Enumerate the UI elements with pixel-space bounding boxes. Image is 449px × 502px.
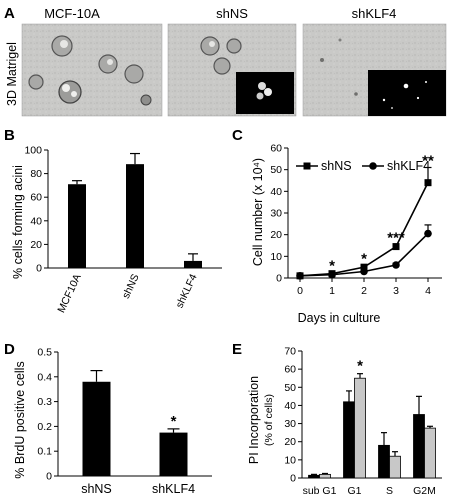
- image-title-shklf4: shKLF4: [352, 6, 397, 21]
- panel-c-ytick-label: 40: [270, 186, 282, 198]
- matrigel-side-label: 3D Matrigel: [5, 42, 19, 106]
- panel-c-xtick-label: 2: [361, 285, 367, 297]
- chart-panel-b: 0 20 40 60 80 100 MCF10A shNS shKLF4: [24, 145, 222, 315]
- panel-b-ytick-label: 100: [24, 145, 42, 157]
- panel-d-ylabel: % BrdU positive cells: [13, 361, 27, 478]
- x-label-shNS: shNS: [81, 482, 112, 496]
- significance-marker: *: [361, 250, 367, 267]
- x-label-G1: G1: [347, 485, 361, 497]
- panel-e-ytick-label: 70: [284, 346, 296, 358]
- point-shNS: [360, 263, 368, 271]
- panel-e-ylabel: PI Incorporation: [247, 376, 261, 464]
- x-label-S: S: [386, 485, 393, 497]
- x-label-shKLF4: shKLF4: [152, 482, 195, 496]
- point-shKLF4: [360, 267, 368, 276]
- panel-c-label: C: [232, 127, 243, 144]
- panel-a: A MCF-10A shNS shKLF4 3D Matrigel: [4, 5, 447, 117]
- bar-shNS: [126, 164, 144, 268]
- panel-d-ytick-label: 0.2: [37, 421, 52, 433]
- panel-a-label: A: [4, 5, 15, 22]
- bar-S: [378, 444, 390, 479]
- point-shNS: [392, 243, 400, 251]
- point-shKLF4: [424, 229, 432, 238]
- chart-panel-e: 0 10 20 30 40 50 60 70 sub G1 G1 * S G2M: [284, 346, 442, 497]
- point-shKLF4: [392, 261, 400, 269]
- panel-c-xlabel: Days in culture: [298, 311, 381, 325]
- significance-marker: *: [329, 258, 335, 275]
- inset-shklf4: [368, 70, 446, 116]
- panel-e-ytick-label: 60: [284, 364, 296, 376]
- panel-c-ytick-label: 50: [270, 164, 282, 176]
- panel-d-ytick-label: 0.1: [37, 446, 52, 458]
- panel-c-ylabel: Cell number (x 10⁴): [251, 158, 265, 266]
- legend-marker-shNS: [303, 162, 311, 170]
- legend-label-shNS: shNS: [321, 159, 352, 173]
- point-shKLF4: [296, 272, 304, 280]
- x-label-shNS: shNS: [120, 272, 142, 300]
- bar-shKLF4: [184, 260, 202, 268]
- panel-e-ytick-label: 10: [284, 454, 296, 466]
- significance-marker: **: [422, 153, 434, 170]
- chart-panel-d: 0 0.1 0.2 0.3 0.4 0.5 shNS shKLF4 *: [37, 347, 212, 496]
- panel-b-ytick-label: 20: [30, 239, 42, 251]
- panel-b-ytick-label: 40: [30, 215, 42, 227]
- bar-sub G1: [308, 474, 320, 479]
- micrograph-shklf4: [302, 23, 447, 117]
- panel-c-xtick-label: 3: [393, 285, 399, 297]
- panel-c-ytick-label: 20: [270, 229, 282, 241]
- panel-d-ytick-label: 0.3: [37, 396, 52, 408]
- bar-G2M: [413, 414, 425, 479]
- panel-b-ytick-label: 60: [30, 192, 42, 204]
- panel-c-xtick-label: 4: [425, 285, 431, 297]
- bar-shNS: [82, 381, 111, 476]
- bar-G1: [354, 377, 366, 479]
- micrograph-shns: [167, 23, 297, 117]
- panel-c-xtick-label: 0: [297, 285, 303, 297]
- panel-c-ytick-label: 60: [270, 143, 282, 155]
- panel-e-ylabel2: (% of cells): [263, 394, 275, 446]
- legend-label-shKLF4: shKLF4: [387, 159, 430, 173]
- panel-e-ytick-label: 50: [284, 382, 296, 394]
- bar-S: [389, 455, 401, 479]
- panel-e-ytick-label: 30: [284, 418, 296, 430]
- panel-c-ytick-label: 0: [276, 273, 282, 285]
- bar-G1: [343, 401, 355, 479]
- image-title-mcf10a: MCF-10A: [44, 6, 100, 21]
- panel-d-ytick-label: 0: [46, 471, 52, 483]
- panel-c-ytick-label: 10: [270, 251, 282, 263]
- significance-marker: ***: [387, 229, 405, 246]
- x-label-G2M: G2M: [413, 485, 436, 497]
- panel-d-ytick-label: 0.5: [37, 347, 52, 359]
- panel-c-legend: shNS shKLF4: [296, 159, 430, 173]
- panel-e-ytick-label: 0: [290, 473, 296, 485]
- panel-e-ytick-label: 20: [284, 436, 296, 448]
- bar-G2M: [424, 427, 436, 479]
- bar-MCF10A: [68, 184, 86, 268]
- panel-b-ylabel: % cells forming acini: [11, 165, 25, 279]
- panel-b-ytick-label: 80: [30, 168, 42, 180]
- panel-e-label: E: [232, 341, 242, 358]
- x-label-shKLF4: shKLF4: [174, 272, 200, 310]
- x-label-MCF10A: MCF10A: [55, 272, 83, 315]
- micrograph-mcf10a: [21, 23, 163, 117]
- point-shNS: [424, 179, 432, 187]
- x-label-sub G1: sub G1: [303, 485, 337, 497]
- panel-d-label: D: [4, 341, 15, 358]
- panel-b-ytick-label: 0: [36, 263, 42, 275]
- panel-e-ytick-label: 40: [284, 400, 296, 412]
- bar-sub G1: [319, 473, 331, 479]
- panel-c-ytick-label: 30: [270, 208, 282, 220]
- legend-marker-shKLF4: [369, 162, 377, 170]
- image-title-shns: shNS: [216, 6, 248, 21]
- significance-marker: *: [171, 413, 177, 430]
- point-shKLF4: [328, 270, 336, 279]
- bar-shKLF4: [159, 432, 188, 476]
- panel-d-ytick-label: 0.4: [37, 371, 52, 383]
- panel-c-xtick-label: 1: [329, 285, 335, 297]
- panel-b-label: B: [4, 127, 15, 144]
- significance-marker: *: [357, 358, 363, 375]
